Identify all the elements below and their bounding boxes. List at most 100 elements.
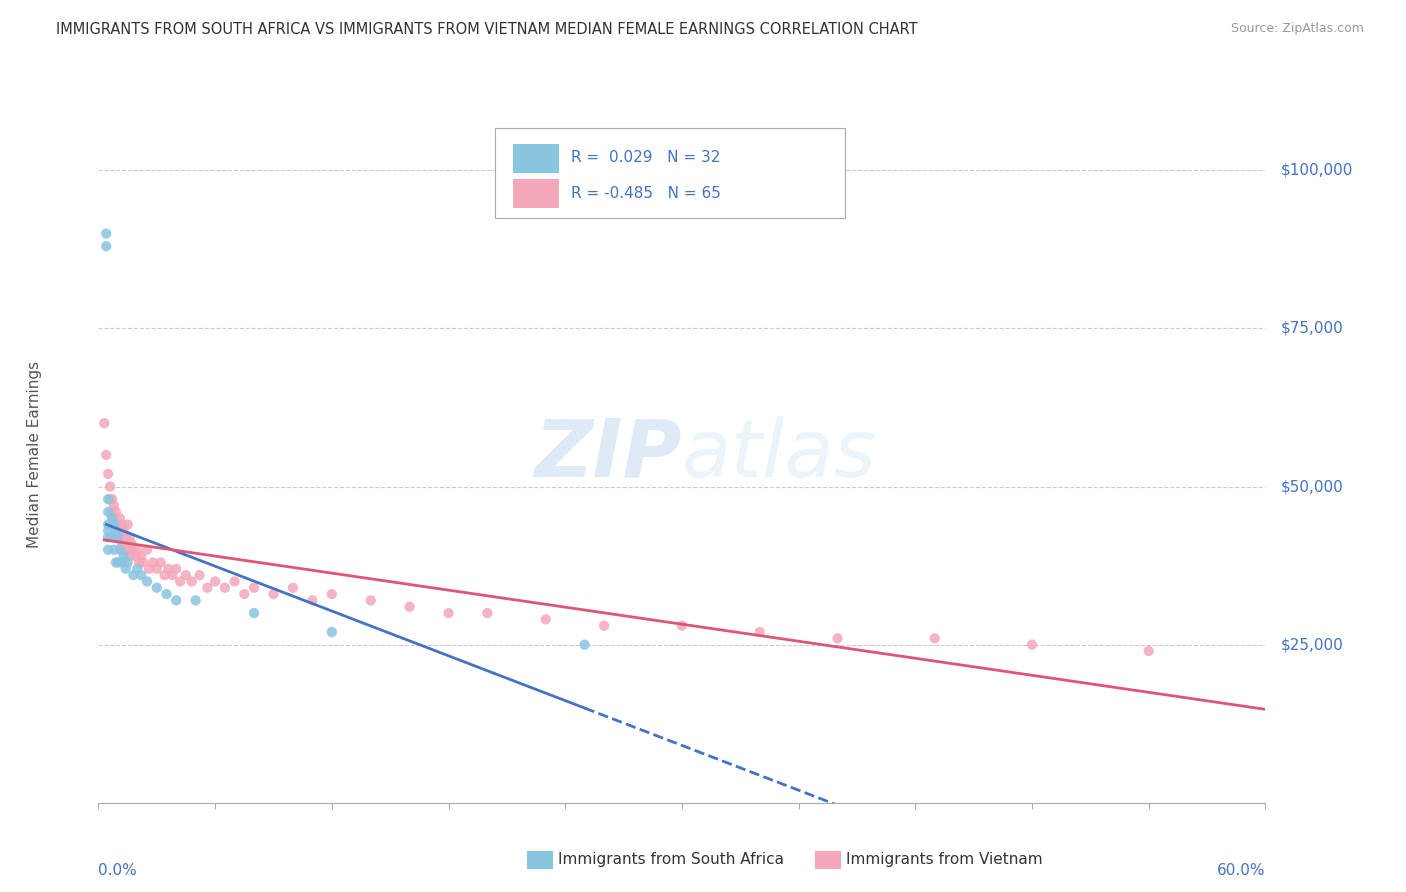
Point [104,505,127,519]
Point [142,556,165,570]
Text: Source: ZipAtlas.com: Source: ZipAtlas.com [1230,22,1364,36]
FancyBboxPatch shape [495,128,845,219]
Point [101,505,124,519]
Text: Median Female Earnings: Median Female Earnings [27,361,42,549]
Point [136,542,159,557]
Point [117,542,139,557]
Point [281,581,304,595]
Point [321,625,343,640]
Text: $75,000: $75,000 [1281,321,1344,336]
Text: Immigrants from Vietnam: Immigrants from Vietnam [846,853,1043,867]
Point [97,530,120,544]
Point [301,593,323,607]
Point [96,227,118,241]
Point [93,417,115,431]
Point [224,574,246,589]
Point [136,574,159,589]
FancyBboxPatch shape [513,144,560,173]
Point [121,536,143,550]
Point [146,562,169,576]
Point [103,511,125,525]
Point [97,542,120,557]
Point [127,542,149,557]
Text: Immigrants from South Africa: Immigrants from South Africa [558,853,785,867]
Point [162,568,184,582]
Point [103,499,125,513]
Point [827,632,849,646]
Text: $100,000: $100,000 [1281,163,1354,178]
Point [593,618,616,632]
Point [124,549,146,563]
Point [184,593,207,607]
Point [574,638,596,652]
Point [97,505,120,519]
Point [111,556,134,570]
Point [127,562,149,576]
Point [132,556,155,570]
Point [1021,638,1043,652]
Point [165,562,187,576]
Point [98,479,121,493]
Text: R = -0.485   N = 65: R = -0.485 N = 65 [571,186,721,201]
Point [149,556,172,570]
Point [122,568,145,582]
Point [1137,644,1160,658]
Point [107,524,129,538]
Point [174,568,197,582]
Point [108,530,131,544]
Point [195,581,218,595]
Point [104,524,127,538]
Point [112,524,135,538]
Point [129,549,152,563]
Point [243,581,266,595]
Point [97,492,120,507]
Text: 60.0%: 60.0% [1218,863,1265,878]
Point [138,562,160,576]
Point [122,542,145,557]
Point [671,618,693,632]
Point [165,593,187,607]
Point [108,542,131,557]
Point [243,606,266,620]
Point [262,587,284,601]
Point [157,562,180,576]
Point [97,517,120,532]
Point [97,524,120,538]
Point [107,530,129,544]
Point [103,542,125,557]
Point [101,530,124,544]
Point [112,549,135,563]
Point [214,581,236,595]
Point [534,612,557,626]
Point [107,517,129,532]
Point [111,536,134,550]
Point [155,587,177,601]
Point [98,492,121,507]
Text: $25,000: $25,000 [1281,637,1344,652]
Point [128,556,150,570]
Text: IMMIGRANTS FROM SOUTH AFRICA VS IMMIGRANTS FROM VIETNAM MEDIAN FEMALE EARNINGS C: IMMIGRANTS FROM SOUTH AFRICA VS IMMIGRAN… [56,22,918,37]
FancyBboxPatch shape [513,178,560,208]
Point [153,568,176,582]
Point [96,448,118,462]
Point [398,599,420,614]
Point [118,530,141,544]
Point [233,587,256,601]
Point [321,587,343,601]
Point [104,556,127,570]
Text: $50,000: $50,000 [1281,479,1344,494]
Text: ZIP: ZIP [534,416,682,494]
Point [129,568,152,582]
Point [118,549,141,563]
Text: 0.0%: 0.0% [98,863,138,878]
Point [924,632,946,646]
Point [97,467,120,481]
Point [477,606,499,620]
Point [437,606,460,620]
Point [117,517,139,532]
Point [112,542,135,557]
Point [188,568,211,582]
Point [169,574,191,589]
Point [204,574,226,589]
Point [107,556,129,570]
